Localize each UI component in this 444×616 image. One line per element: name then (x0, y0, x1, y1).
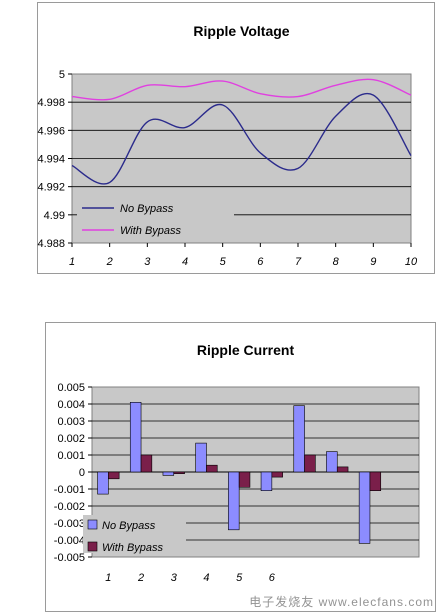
bar-no-bypass-9 (358, 471, 371, 544)
bar-no-bypass-2 (129, 402, 142, 473)
y-tick-label: 0.003 (57, 416, 85, 428)
y-tick-label: -0.005 (54, 552, 85, 564)
bar-no-bypass-8 (326, 451, 338, 473)
y-tick-label: 4.99 (44, 210, 65, 222)
x-tick-label: 6 (269, 572, 276, 584)
series-line-with-bypass (71, 78, 412, 101)
y-tick-label: 4.996 (37, 125, 65, 137)
x-tick-label: 2 (137, 572, 144, 584)
legend-label: With Bypass (102, 542, 164, 554)
y-tick-label: 0.001 (57, 450, 85, 462)
chart-title: Ripple Current (197, 342, 295, 358)
bar-with-bypass-4 (206, 464, 218, 473)
ripple-voltage-chart-panel: Ripple Voltage 5 4.998 4.996 4.994 4.992 4.99 4… (37, 2, 435, 274)
bar-with-bypass-7 (304, 454, 316, 473)
bar-no-bypass-4 (195, 442, 207, 473)
legend-swatch (87, 519, 98, 530)
legend-label: No Bypass (120, 203, 174, 215)
x-tick-label: 7 (295, 256, 302, 268)
x-tick-label: 4 (182, 256, 188, 268)
x-tick-label: 1 (105, 572, 111, 584)
x-tick-label: 9 (370, 256, 376, 268)
x-tick-label: 8 (333, 256, 340, 268)
x-tick-label: 3 (144, 256, 151, 268)
y-tick-label: 0 (79, 467, 85, 479)
y-tick-label: 5 (59, 69, 65, 81)
bar-with-bypass-5 (238, 471, 251, 488)
chart-title: Ripple Voltage (193, 23, 289, 39)
x-tick-label: 2 (106, 256, 113, 268)
x-tick-label: 3 (171, 572, 178, 584)
legend-label: No Bypass (102, 520, 156, 532)
y-tick-label: -0.001 (54, 484, 85, 496)
y-tick-label: 4.994 (37, 154, 65, 166)
ripple-current-chart: Ripple Current 0.005 0.004 0.003 0.002 0.001 0… (54, 342, 420, 584)
x-tick-label: 10 (405, 256, 418, 268)
legend: No Bypass With Bypass (83, 515, 186, 554)
y-tick-label: 4.988 (37, 238, 65, 250)
legend: No Bypass With Bypass (77, 194, 234, 238)
x-tick-label: 5 (220, 256, 227, 268)
legend-label: With Bypass (120, 225, 182, 237)
y-tick-label: 0.002 (57, 433, 85, 445)
bar-no-bypass-6 (260, 471, 273, 492)
series-line-no-bypass (71, 92, 412, 185)
y-tick-label: 0.004 (57, 399, 85, 411)
bar-with-bypass-6 (271, 471, 283, 478)
bar-with-bypass-8 (336, 466, 349, 473)
watermark-text: 电子发烧友 www.elecfans.com (249, 595, 434, 609)
y-tick-label: 0.005 (57, 382, 85, 394)
x-tick-label: 4 (203, 572, 209, 584)
y-tick-label: -0.003 (54, 518, 85, 530)
x-tick-label: 1 (69, 256, 75, 268)
y-tick-label: 4.998 (37, 97, 65, 109)
bar-with-bypass-1 (108, 471, 120, 480)
legend-swatch (87, 541, 98, 552)
bar-no-bypass-3 (162, 471, 175, 476)
bar-no-bypass-7 (293, 405, 305, 473)
y-tick-label: 4.992 (37, 182, 65, 194)
ripple-current-chart-panel: Ripple Current 0.005 0.004 0.003 0.002 0.001 0… (45, 322, 436, 612)
y-tick-label: -0.002 (54, 501, 85, 513)
bar-with-bypass-3 (173, 471, 185, 474)
x-tick-label: 6 (257, 256, 264, 268)
legend-box (83, 515, 186, 553)
y-tick-label: -0.004 (54, 535, 85, 547)
bar-no-bypass-5 (228, 471, 240, 531)
bar-with-bypass-2 (140, 454, 153, 473)
ripple-voltage-chart: Ripple Voltage54.9984.9964.9944.9924.994… (37, 23, 418, 268)
x-tick-label: 5 (236, 572, 243, 584)
bar-no-bypass-1 (97, 471, 109, 495)
bar-with-bypass-9 (369, 471, 382, 492)
